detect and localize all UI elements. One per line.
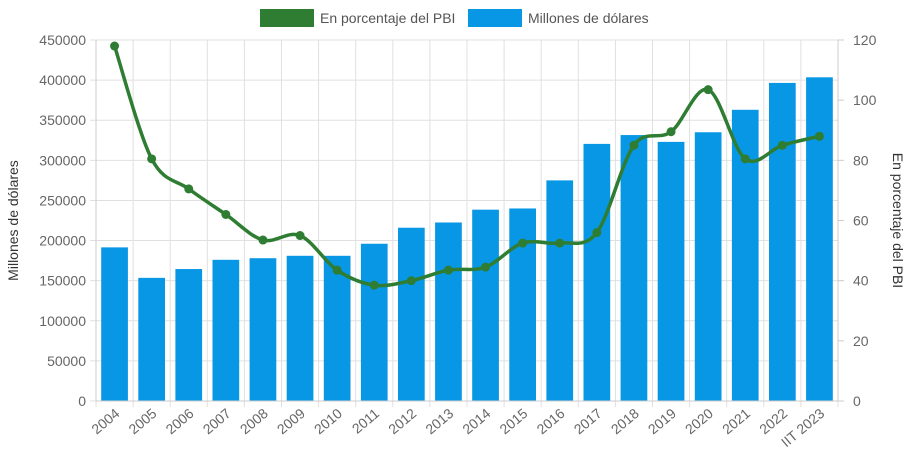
x-tick-label: 2021 — [719, 405, 753, 437]
x-tick-label: 2017 — [571, 405, 605, 437]
line-series — [110, 41, 824, 290]
y-left-tick-label: 450000 — [39, 32, 86, 48]
x-tick-label: 2019 — [645, 405, 679, 437]
bar — [101, 247, 128, 401]
gridlines — [90, 39, 839, 407]
x-tick-label: 2018 — [608, 405, 642, 437]
y-right-tick-label: 80 — [853, 152, 869, 168]
bar — [360, 243, 388, 401]
x-tick-label: 2010 — [311, 405, 345, 437]
pbi-point — [295, 231, 305, 241]
x-tick-label: 2008 — [237, 405, 271, 437]
x-tick-label: 2014 — [459, 405, 493, 437]
bar — [509, 208, 537, 401]
pbi-point — [332, 265, 342, 275]
bar — [138, 277, 166, 401]
x-tick-label: 2015 — [496, 405, 530, 437]
pbi-point — [443, 265, 453, 275]
pbi-point — [481, 262, 491, 272]
bar-series — [101, 77, 833, 402]
bar — [694, 132, 722, 401]
bar — [212, 259, 240, 401]
pbi-point — [147, 154, 157, 164]
bar — [657, 141, 685, 402]
y-left-tick-label: 0 — [78, 393, 86, 409]
y-right-tick-label: 60 — [853, 213, 869, 229]
pbi-point — [592, 228, 602, 238]
pbi-point — [184, 184, 194, 194]
x-tick-label: 2020 — [682, 405, 716, 437]
bar — [620, 135, 648, 401]
y-right-tick-label: 40 — [853, 273, 869, 289]
pbi-point — [666, 127, 676, 137]
x-tick-label: 2005 — [125, 405, 159, 437]
pbi-point — [406, 276, 416, 286]
y-right-axis-title: En porcentaje del PBI — [890, 153, 906, 288]
bar — [249, 258, 277, 401]
bar — [397, 227, 425, 401]
pbi-point — [814, 131, 824, 141]
pbi-point — [110, 41, 120, 51]
x-tick-label: 2007 — [200, 405, 234, 437]
y-left-tick-label: 200000 — [39, 233, 86, 249]
pbi-point — [555, 238, 565, 248]
y-left-tick-label: 350000 — [39, 112, 86, 128]
x-tick-label: 2013 — [422, 405, 456, 437]
bar — [323, 255, 351, 401]
y-right-tick-label: 0 — [853, 393, 861, 409]
y-left-axis-title: Millones de dólares — [5, 160, 21, 281]
y-left-tick-label: 150000 — [39, 273, 86, 289]
pbi-point — [629, 140, 639, 150]
y-left-tick-label: 300000 — [39, 152, 86, 168]
legend: En porcentaje del PBI Millones de dólares — [260, 9, 649, 27]
pbi-point — [740, 154, 750, 164]
legend-label: En porcentaje del PBI — [320, 10, 455, 26]
x-tick-label: 2016 — [534, 405, 568, 437]
bar — [472, 209, 499, 401]
y-right-tick-label: 100 — [853, 92, 877, 108]
y-right-tick-label: 120 — [853, 32, 877, 48]
bar — [175, 269, 203, 401]
bar — [435, 222, 462, 401]
y-right-tick-label: 20 — [853, 333, 869, 349]
bar — [546, 180, 574, 401]
x-tick-label: 2012 — [385, 405, 419, 437]
y-left-tick-label: 50000 — [47, 353, 86, 369]
bar — [583, 143, 611, 402]
pbi-point — [518, 238, 528, 248]
y-left-tick-label: 100000 — [39, 313, 86, 329]
bar — [731, 109, 759, 401]
legend-swatch-bar — [468, 9, 522, 27]
pbi-point — [369, 280, 379, 290]
legend-label: Millones de dólares — [528, 10, 649, 26]
y-left-tick-label: 250000 — [39, 192, 86, 208]
x-tick-label: 2004 — [88, 405, 122, 437]
bar — [768, 82, 796, 402]
bar — [806, 77, 833, 401]
x-tick-label: 2009 — [274, 405, 308, 437]
legend-swatch-line — [260, 9, 314, 27]
pbi-point — [221, 209, 231, 219]
y-left-tick-label: 400000 — [39, 72, 86, 88]
x-tick-label: 2011 — [349, 405, 383, 437]
pbi-point — [703, 85, 713, 95]
bar — [286, 255, 314, 401]
x-tick-label: 2006 — [163, 405, 197, 437]
pbi-point — [258, 235, 268, 245]
pbi-point — [777, 140, 787, 150]
